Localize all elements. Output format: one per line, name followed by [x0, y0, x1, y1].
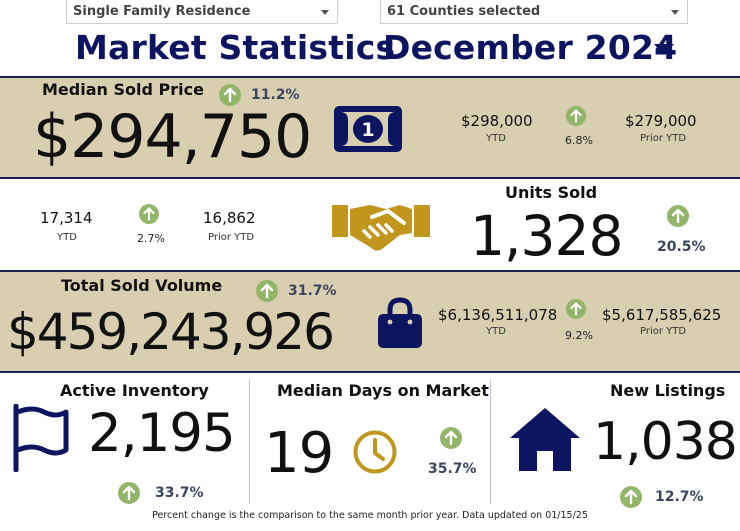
units-sold-prior-ytd-value: 16,862 — [203, 209, 256, 227]
divider — [0, 177, 740, 179]
median-sold-price-ytd-label: YTD — [486, 133, 506, 144]
footer-note: Percent change is the comparison to the … — [152, 510, 588, 521]
median-sold-price-prior-ytd-label: Prior YTD — [640, 133, 687, 144]
property-type-dropdown[interactable]: Single Family Residence — [66, 0, 338, 24]
median-days-on-market-change: 35.7% — [428, 461, 477, 477]
units-sold-value: 1,328 — [470, 204, 623, 268]
median-days-on-market-label: Median Days on Market — [277, 381, 489, 400]
median-sold-price-ytd-value: $298,000 — [461, 112, 533, 130]
median-days-on-market-value: 19 — [264, 421, 334, 486]
total-sold-volume-panel — [0, 272, 740, 371]
arrow-up-circle-icon — [440, 427, 462, 449]
active-inventory-value: 2,195 — [88, 403, 236, 464]
svg-text:1: 1 — [361, 119, 374, 141]
divider — [490, 380, 491, 504]
arrow-up-circle-icon — [667, 205, 689, 227]
total-sold-volume-ytd-change: 9.2% — [565, 329, 593, 342]
divider — [249, 380, 250, 504]
divider — [0, 371, 740, 373]
total-sold-volume-change: 31.7% — [288, 283, 337, 299]
flag-icon — [10, 403, 70, 473]
arrow-up-circle-icon — [219, 84, 241, 106]
counties-dropdown[interactable]: 61 Counties selected — [380, 0, 688, 24]
counties-value: 61 Counties selected — [387, 4, 541, 19]
active-inventory-change: 33.7% — [155, 485, 204, 501]
property-type-value: Single Family Residence — [73, 4, 251, 19]
chevron-down-icon — [321, 10, 329, 15]
chevron-down-icon — [671, 10, 679, 15]
arrow-up-circle-icon — [139, 204, 159, 224]
arrow-up-circle-icon — [118, 482, 140, 504]
money-bill-icon: 1 — [331, 103, 405, 155]
page-title: Market Statistics — [75, 28, 396, 67]
total-sold-volume-prior-ytd-value: $5,617,585,625 — [602, 306, 722, 324]
handshake-icon — [330, 195, 432, 253]
median-sold-price-ytd-change: 6.8% — [565, 134, 593, 147]
shopping-bag-icon — [372, 296, 428, 352]
arrow-up-circle-icon — [620, 486, 642, 508]
month-caret-icon[interactable] — [654, 44, 674, 55]
total-sold-volume-ytd-value: $6,136,511,078 — [438, 306, 558, 324]
total-sold-volume-label: Total Sold Volume — [61, 276, 223, 295]
units-sold-ytd-label: YTD — [57, 232, 77, 243]
units-sold-ytd-change: 2.7% — [137, 232, 165, 245]
divider — [0, 76, 740, 78]
median-sold-price-value: $294,750 — [33, 102, 312, 172]
clock-icon — [352, 429, 398, 475]
new-listings-label: New Listings — [610, 381, 726, 400]
active-inventory-label: Active Inventory — [60, 381, 209, 400]
units-sold-ytd-value: 17,314 — [40, 209, 93, 227]
total-sold-volume-ytd-label: YTD — [486, 326, 506, 337]
units-sold-prior-ytd-label: Prior YTD — [208, 232, 255, 243]
total-sold-volume-prior-ytd-label: Prior YTD — [640, 326, 687, 337]
divider — [0, 270, 740, 272]
home-icon — [507, 405, 583, 475]
month-selector[interactable]: December 2024 — [383, 28, 678, 67]
arrow-up-circle-icon — [566, 106, 586, 126]
arrow-up-circle-icon — [566, 299, 586, 319]
units-sold-label: Units Sold — [505, 183, 598, 202]
median-sold-price-label: Median Sold Price — [42, 80, 204, 99]
new-listings-change: 12.7% — [655, 489, 704, 505]
total-sold-volume-value: $459,243,926 — [7, 303, 335, 361]
median-sold-price-prior-ytd-value: $279,000 — [625, 112, 697, 130]
arrow-up-circle-icon — [256, 280, 278, 302]
new-listings-value: 1,038 — [593, 412, 738, 472]
median-sold-price-change: 11.2% — [251, 87, 300, 103]
units-sold-change: 20.5% — [657, 239, 706, 255]
